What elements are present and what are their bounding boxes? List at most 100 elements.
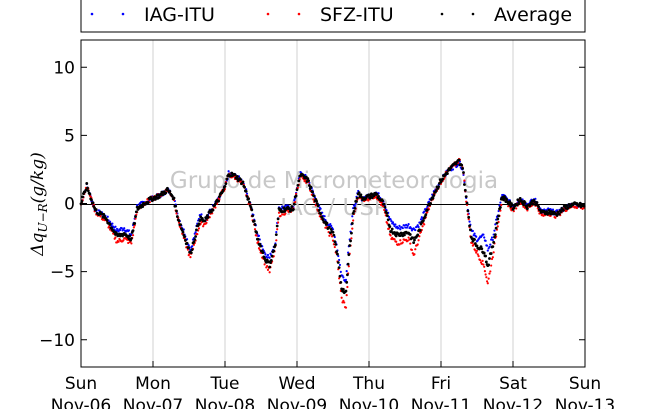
data-point	[474, 249, 477, 252]
data-point	[381, 199, 384, 203]
x-tick-label-day: Sat	[499, 374, 527, 394]
data-point	[482, 233, 485, 236]
data-point	[86, 186, 89, 190]
data-point	[134, 215, 137, 218]
data-point	[575, 206, 579, 210]
data-point	[333, 240, 337, 244]
data-point	[117, 240, 120, 243]
data-point	[510, 203, 514, 207]
legend-marker	[471, 12, 475, 16]
data-point	[282, 206, 286, 210]
data-point	[537, 205, 540, 209]
data-point	[341, 274, 344, 277]
data-point	[566, 206, 570, 209]
data-point	[307, 179, 310, 183]
data-point	[475, 244, 479, 248]
data-point	[351, 227, 354, 230]
data-point	[423, 210, 426, 213]
data-point	[328, 225, 331, 229]
data-point	[386, 222, 389, 225]
data-point	[426, 208, 429, 212]
data-point	[316, 202, 319, 206]
data-point	[416, 243, 419, 246]
data-point	[119, 228, 122, 232]
data-point	[311, 190, 314, 194]
data-point	[290, 205, 294, 208]
data-point	[342, 299, 345, 302]
data-point	[275, 239, 278, 242]
data-point	[133, 222, 137, 225]
data-point	[407, 222, 410, 226]
data-point	[467, 215, 471, 219]
x-tick-label-day: Sun	[569, 374, 601, 394]
data-point	[421, 225, 424, 228]
data-point	[483, 265, 486, 268]
data-point	[446, 172, 449, 176]
data-point	[268, 271, 271, 274]
data-point	[245, 192, 249, 195]
data-point	[166, 186, 169, 190]
data-point	[565, 204, 568, 208]
data-point	[277, 211, 281, 214]
data-point	[558, 212, 561, 216]
data-point	[253, 228, 257, 231]
data-point	[403, 224, 406, 227]
data-point	[316, 204, 320, 208]
data-point	[462, 171, 465, 174]
data-point	[256, 237, 260, 241]
data-point	[432, 194, 436, 197]
data-point	[274, 233, 278, 237]
data-point	[214, 206, 217, 209]
data-point	[292, 202, 296, 206]
data-point	[490, 264, 493, 267]
data-point	[177, 221, 181, 224]
data-point	[486, 249, 489, 252]
data-point	[339, 270, 342, 273]
data-point	[114, 236, 117, 239]
data-point	[200, 213, 203, 216]
data-point	[94, 208, 98, 211]
data-point	[202, 225, 205, 228]
data-point	[131, 234, 135, 237]
x-tick-label-date: Nov-11	[411, 396, 472, 409]
data-point	[418, 229, 422, 232]
watermark-line-1: Grupo de Micrometeorologia	[170, 168, 498, 194]
data-point	[331, 230, 335, 234]
data-point	[117, 230, 120, 233]
data-point	[185, 241, 189, 245]
data-point	[244, 190, 248, 193]
data-point	[483, 236, 486, 239]
data-point	[146, 201, 150, 204]
data-point	[352, 209, 356, 213]
data-point	[245, 194, 249, 198]
plot-area: Grupo de Micrometeorologia IAG / USP	[79, 39, 586, 368]
data-point	[239, 178, 243, 181]
data-point	[403, 233, 406, 237]
data-point	[488, 245, 491, 249]
data-point	[559, 210, 563, 214]
data-point	[175, 215, 179, 218]
data-point	[437, 185, 440, 189]
data-point	[515, 207, 518, 210]
data-point	[397, 226, 400, 230]
data-point	[189, 256, 192, 259]
data-point	[323, 215, 326, 218]
data-point	[488, 257, 491, 260]
data-point	[496, 225, 499, 228]
data-point	[413, 253, 416, 256]
data-point	[335, 250, 338, 254]
data-point	[130, 237, 133, 240]
data-point	[417, 225, 420, 229]
data-point	[493, 229, 496, 232]
data-point	[353, 206, 357, 210]
data-point	[334, 242, 338, 246]
data-point	[533, 200, 536, 204]
data-point	[233, 173, 237, 177]
data-point	[91, 201, 95, 205]
data-point	[531, 202, 535, 206]
data-point	[320, 216, 324, 219]
data-point	[132, 226, 135, 229]
data-point	[429, 202, 432, 205]
data-point	[542, 210, 546, 213]
data-point	[491, 256, 494, 259]
